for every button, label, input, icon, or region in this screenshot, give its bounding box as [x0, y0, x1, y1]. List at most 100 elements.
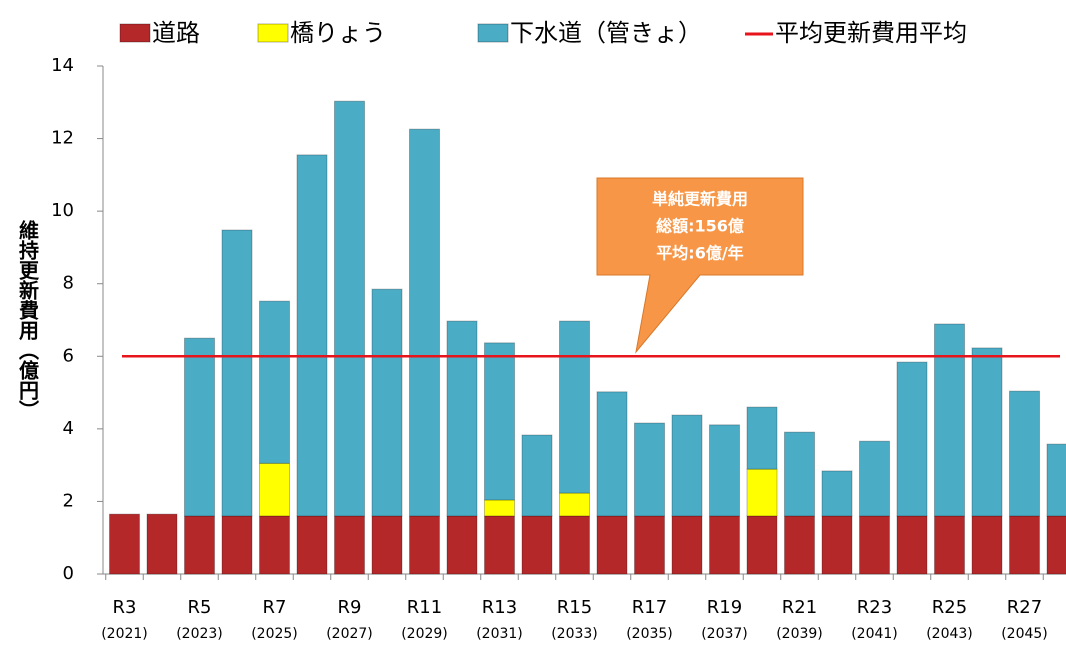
x-tick-label: R11 [407, 597, 442, 618]
x-tick-year: (2031) [476, 626, 523, 642]
y-tick-label: 10 [51, 200, 74, 221]
x-tick-year: (2025) [251, 626, 298, 642]
bar-segment [446, 515, 478, 575]
x-tick-label: R5 [188, 597, 212, 618]
bar-segment [484, 515, 515, 575]
bar-segment [296, 154, 328, 517]
x-tick-year: (2041) [851, 626, 898, 642]
x-tick-year: (2037) [701, 626, 748, 642]
x-tick-label: R13 [482, 597, 517, 618]
bar-segment [334, 100, 365, 517]
bar-segment [671, 414, 703, 517]
bar-segment [409, 515, 440, 575]
legend-swatch [477, 23, 509, 43]
bar-segment [184, 337, 215, 517]
y-tick-label: 4 [63, 418, 74, 439]
bar-segment [521, 434, 553, 517]
bar-segment [596, 391, 628, 517]
bar-segment [896, 361, 928, 517]
callout-text: 平均:6億/年 [656, 244, 743, 263]
bar-segment [784, 431, 815, 517]
bar-segment [184, 515, 215, 575]
bar-segment [484, 342, 515, 501]
bar-segment [859, 515, 890, 575]
legend-label: 平均更新費用平均 [775, 19, 967, 47]
bar-segment [634, 515, 665, 575]
x-tick-label: R23 [857, 597, 892, 618]
x-tick-label: R19 [707, 597, 742, 618]
bar-segment [634, 422, 665, 517]
x-tick-year: (2045) [1001, 626, 1048, 642]
bar-segment [934, 323, 965, 517]
bar-segment [596, 515, 628, 575]
x-tick-label: R15 [557, 597, 592, 618]
legend-label: 橋りょう [290, 19, 386, 47]
y-tick-label: 0 [63, 563, 74, 584]
callout-text: 総額:156億 [656, 217, 744, 236]
bar-segment [859, 440, 890, 517]
x-tick-label: R27 [1007, 597, 1042, 618]
bar-segment [484, 499, 515, 517]
bar-segment [784, 515, 815, 575]
bar-segment [521, 515, 553, 575]
y-axis-label: 維持更新費用（億円） [16, 219, 40, 420]
bar-segment [971, 515, 1003, 575]
legend-label: 道路 [152, 19, 200, 47]
x-tick-year: (2039) [776, 626, 823, 642]
bar-segment [746, 468, 778, 517]
bar-segment [371, 288, 403, 517]
bar-segment [371, 515, 403, 575]
legend-swatch [119, 23, 151, 43]
x-tick-year: (2033) [551, 626, 598, 642]
x-tick-label: R21 [782, 597, 817, 618]
callout [596, 177, 804, 354]
y-tick-label: 12 [51, 128, 74, 149]
bar-segment [1046, 443, 1066, 517]
x-tick-label: R3 [113, 597, 137, 618]
bar-segment [334, 515, 365, 575]
bar-segment [446, 320, 478, 517]
bar-segment [971, 347, 1003, 517]
bar-segment [934, 515, 965, 575]
bar-segment [259, 462, 290, 517]
x-tick-label: R25 [932, 597, 967, 618]
x-tick-year: (2035) [626, 626, 673, 642]
callout-text: 単純更新費用 [652, 190, 748, 209]
bar-segment [559, 320, 590, 494]
bar-segment [821, 515, 853, 575]
x-tick-year: (2023) [176, 626, 223, 642]
x-tick-year: (2043) [926, 626, 973, 642]
bar-segment [259, 515, 290, 575]
bar-segment [109, 513, 140, 575]
y-tick-label: 6 [63, 345, 74, 366]
bar-segment [221, 229, 253, 517]
bar-segment [409, 128, 440, 517]
bar-segment [671, 515, 703, 575]
bar-segment [709, 424, 740, 517]
y-tick-label: 14 [51, 55, 74, 76]
bar-segment [296, 515, 328, 575]
x-tick-label: R17 [632, 597, 667, 618]
legend-swatch [257, 23, 289, 43]
bar-segment [896, 515, 928, 575]
bar-segment [559, 515, 590, 575]
y-tick-label: 8 [63, 273, 74, 294]
bar-segment [259, 300, 290, 464]
bar-segment [821, 470, 853, 517]
bar-segment [1009, 390, 1040, 517]
bar-segment [709, 515, 740, 575]
bar-segment [1046, 515, 1066, 575]
y-tick-label: 2 [63, 490, 74, 511]
bar-segment [746, 406, 778, 470]
legend-label: 下水道（管きょ） [510, 19, 702, 47]
x-tick-label: R9 [338, 597, 362, 618]
bar-segment [746, 515, 778, 575]
bar-segment [559, 492, 590, 517]
x-tick-year: (2027) [326, 626, 373, 642]
x-tick-year: (2021) [101, 626, 148, 642]
bar-segment [1009, 515, 1040, 575]
bar-segment [146, 513, 178, 575]
x-tick-year: (2029) [401, 626, 448, 642]
bar-segment [221, 515, 253, 575]
